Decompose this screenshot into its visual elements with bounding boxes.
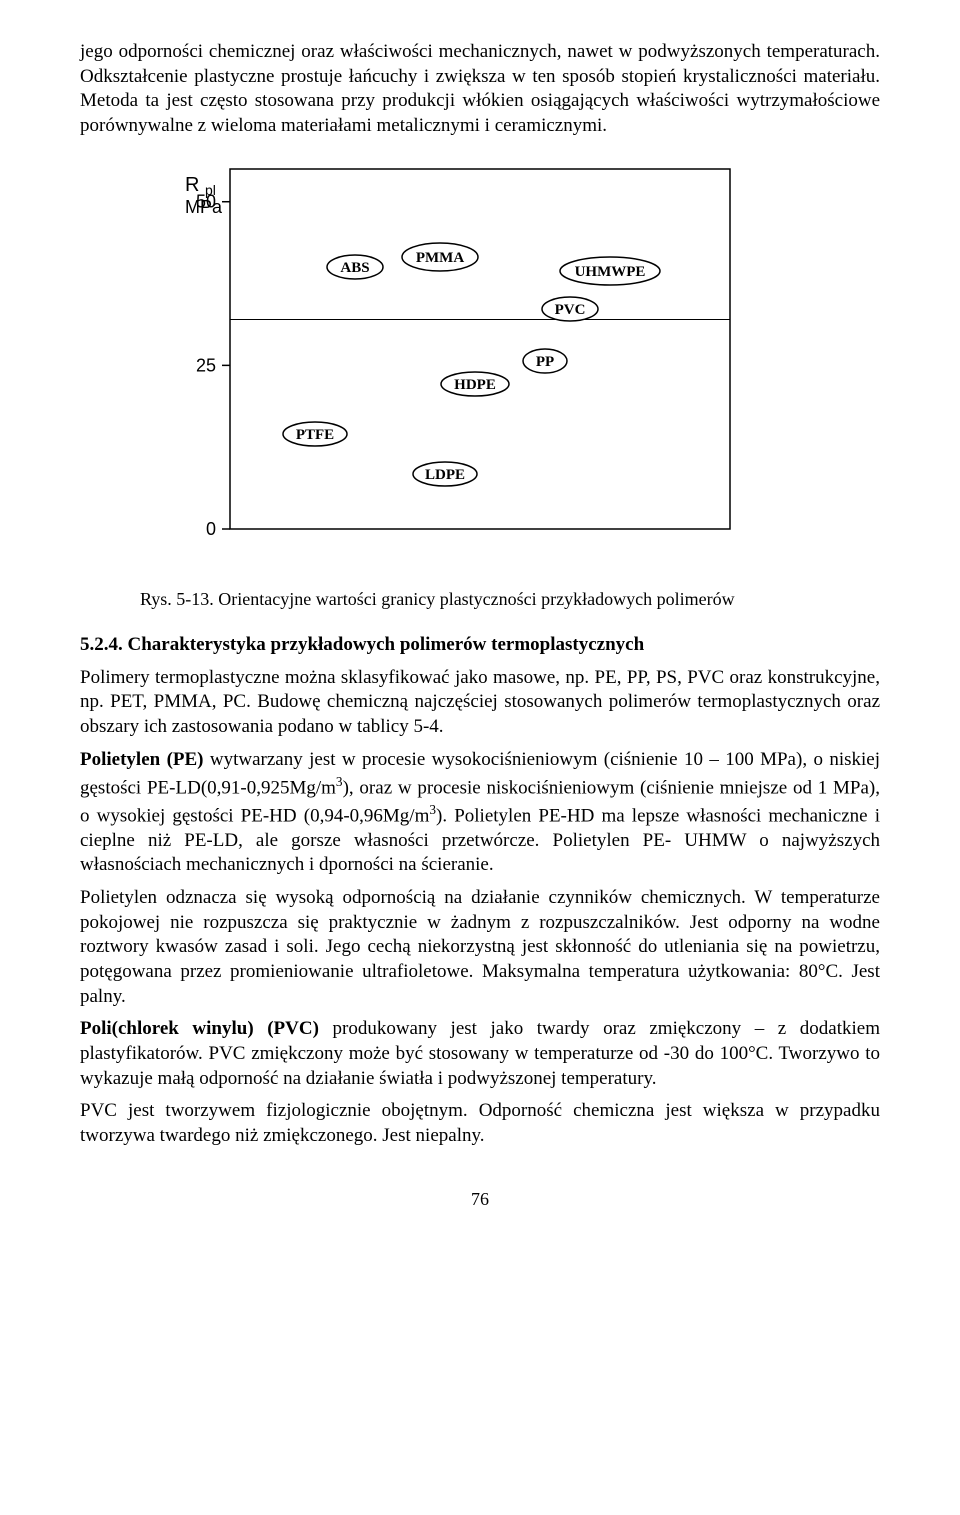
svg-text:LDPE: LDPE	[425, 467, 465, 483]
svg-text:PP: PP	[536, 354, 554, 370]
paragraph-pvc-props: PVC jest tworzywem fizjologicznie obojęt…	[80, 1099, 880, 1148]
svg-text:PVC: PVC	[555, 302, 586, 318]
svg-text:PTFE: PTFE	[296, 427, 334, 443]
figure-caption: Rys. 5-13. Orientacyjne wartości granicy…	[140, 589, 880, 610]
svg-text:ABS: ABS	[340, 260, 369, 276]
svg-text:0: 0	[206, 519, 216, 539]
term-polietylen: Polietylen (PE)	[80, 749, 204, 770]
yield-strength-chart: 50250R plMPaPMMAABSUHMWPEPVCPPHDPEPTFELD…	[140, 159, 880, 579]
intro-paragraph: jego odporności chemicznej oraz właściwo…	[80, 40, 880, 139]
svg-text:PMMA: PMMA	[416, 250, 464, 266]
paragraph-pvc: Poli(chlorek winylu) (PVC) produkowany j…	[80, 1017, 880, 1091]
svg-text:25: 25	[196, 355, 216, 375]
svg-text:UHMWPE: UHMWPE	[575, 264, 646, 280]
page-number: 76	[80, 1189, 880, 1210]
paragraph-classification: Polimery termoplastyczne można sklasyfik…	[80, 666, 880, 740]
svg-text:HDPE: HDPE	[454, 377, 496, 393]
sup-3a: 3	[336, 774, 343, 789]
section-heading: 5.2.4. Charakterystyka przykładowych pol…	[80, 634, 880, 656]
svg-text:MPa: MPa	[185, 197, 223, 217]
paragraph-polietylen-props: Polietylen odznacza się wysoką odpornośc…	[80, 886, 880, 1009]
paragraph-polietylen: Polietylen (PE) wytwarzany jest w proces…	[80, 748, 880, 878]
svg-text:R pl: R pl	[185, 174, 216, 198]
term-pvc: Poli(chlorek winylu) (PVC)	[80, 1018, 319, 1039]
